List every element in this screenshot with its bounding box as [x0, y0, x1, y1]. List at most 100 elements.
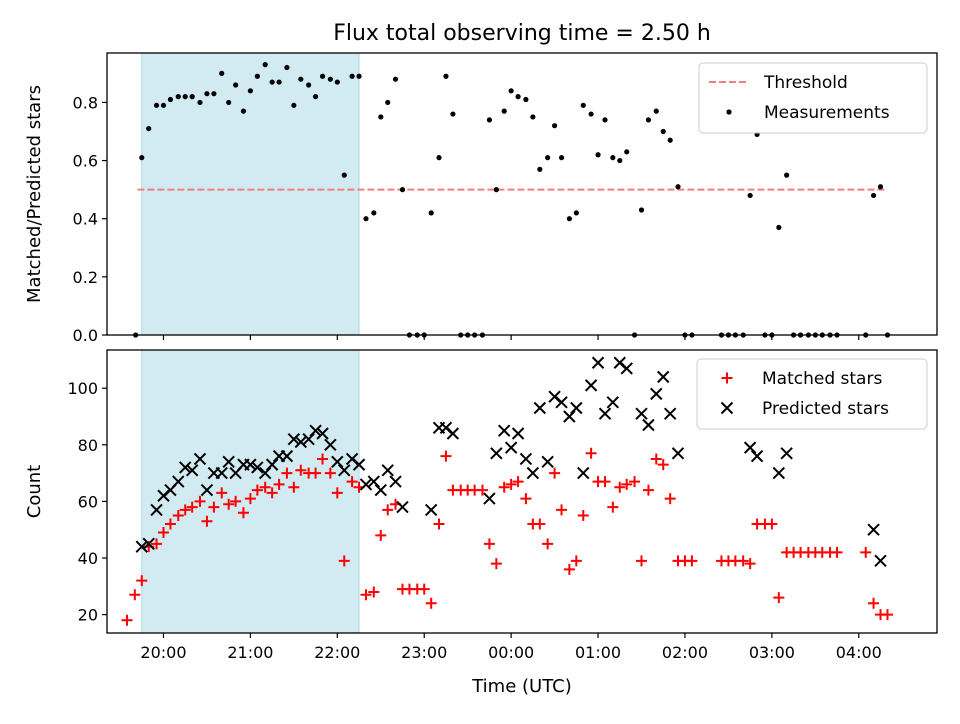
data-point-plus	[881, 609, 893, 621]
data-point-plus	[766, 518, 778, 530]
data-point-x	[389, 475, 402, 488]
data-point-plus	[251, 484, 263, 496]
data-point-x	[577, 466, 590, 480]
data-point-x	[446, 427, 460, 440]
x-tick-label: 03:00	[749, 643, 795, 662]
data-point-dot	[378, 114, 384, 120]
data-point-dot	[175, 94, 181, 100]
data-point-plus	[331, 487, 343, 499]
data-point-x	[193, 452, 207, 466]
legend-label: Matched stars	[762, 369, 882, 389]
data-point-dot	[211, 91, 217, 97]
data-point-plus	[476, 484, 488, 496]
data-point-dot	[551, 123, 558, 129]
x-tick-label: 02:00	[662, 643, 708, 662]
data-point-dot	[747, 192, 753, 199]
data-point-plus	[737, 555, 749, 567]
data-point-plus	[208, 501, 220, 513]
data-point-dot	[645, 117, 652, 123]
data-point-x	[331, 455, 344, 468]
y-tick-label: 0.4	[73, 210, 98, 229]
data-point-dot	[269, 79, 275, 85]
data-point-dot	[530, 114, 536, 120]
data-point-dot	[197, 99, 203, 106]
legend-label: Threshold	[763, 73, 848, 93]
data-point-x	[519, 452, 533, 466]
data-point-dot	[298, 76, 304, 82]
data-point-x	[606, 396, 620, 409]
data-point-x	[650, 387, 663, 401]
top-y-axis: 0.0 0.2 0.4 0.6 0.8	[73, 93, 107, 345]
data-point-dot	[319, 73, 326, 79]
data-point-plus	[129, 589, 141, 601]
data-point-plus	[338, 555, 350, 567]
data-point-dot	[776, 224, 782, 231]
legend-marker-swatch	[720, 401, 734, 415]
data-point-plus	[201, 515, 213, 527]
data-point-plus	[534, 518, 546, 530]
data-point-plus	[773, 592, 785, 604]
data-point-dot	[385, 99, 391, 106]
data-point-x	[541, 455, 554, 468]
data-point-dot	[436, 155, 442, 161]
data-point-x	[526, 466, 540, 480]
data-point-dot	[573, 210, 579, 216]
data-point-dot	[508, 88, 514, 94]
data-point-plus	[556, 504, 568, 516]
data-point-dot	[501, 108, 507, 114]
data-point-plus	[490, 558, 502, 570]
data-point-dot	[327, 76, 333, 82]
data-point-x	[135, 540, 148, 553]
data-point-dot	[189, 94, 195, 100]
data-point-x	[294, 435, 308, 449]
x-tick-label: 22:00	[314, 643, 360, 662]
data-point-plus	[288, 481, 300, 493]
data-point-x	[381, 464, 394, 477]
data-point-x	[265, 458, 279, 471]
data-point-x	[251, 461, 264, 474]
data-point-x	[570, 401, 583, 415]
top-x-axis	[162, 335, 860, 340]
data-point-dot	[399, 187, 406, 193]
data-point-plus	[650, 453, 662, 465]
y-tick-label: 100	[67, 379, 98, 398]
legend-box	[698, 62, 928, 134]
data-point-x	[338, 464, 351, 477]
bottom-x-axis: 20:00 21:00 22:00 23:00 00:00 01:00 02:00 03:00…	[140, 633, 882, 662]
data-point-plus	[164, 518, 176, 530]
data-point-plus	[577, 510, 589, 522]
y-tick-label: 0.6	[73, 152, 98, 171]
data-point-plus	[194, 495, 206, 507]
data-point-plus	[440, 450, 452, 462]
data-point-x	[598, 407, 612, 420]
data-point-x	[671, 447, 685, 460]
data-point-plus	[230, 495, 242, 507]
data-point-dot	[545, 155, 551, 161]
data-point-plus	[642, 484, 654, 496]
top-y-axis-label: Matched/Predicted stars	[24, 85, 45, 303]
data-point-dot	[233, 82, 239, 88]
data-point-plus	[599, 476, 611, 488]
data-point-x	[780, 447, 793, 460]
data-point-x	[316, 427, 329, 440]
data-point-dot	[167, 96, 174, 103]
y-tick-label: 40	[78, 549, 98, 568]
data-point-plus	[433, 518, 445, 530]
data-point-plus	[273, 478, 285, 490]
legend-marker-swatch	[726, 109, 732, 115]
data-point-dot	[660, 128, 666, 135]
data-point-plus	[382, 504, 394, 516]
data-point-dot	[653, 108, 659, 114]
data-point-plus	[636, 555, 648, 567]
data-point-dot	[240, 108, 247, 114]
data-point-plus	[346, 476, 358, 488]
data-point-dot	[428, 210, 434, 216]
data-point-dot	[356, 73, 362, 79]
data-point-plus	[868, 597, 880, 609]
data-point-dot	[443, 73, 449, 79]
data-point-plus	[520, 493, 532, 505]
data-point-plus	[607, 501, 619, 513]
data-point-plus	[686, 555, 698, 567]
data-point-plus	[585, 447, 597, 459]
data-point-dot	[784, 172, 790, 178]
